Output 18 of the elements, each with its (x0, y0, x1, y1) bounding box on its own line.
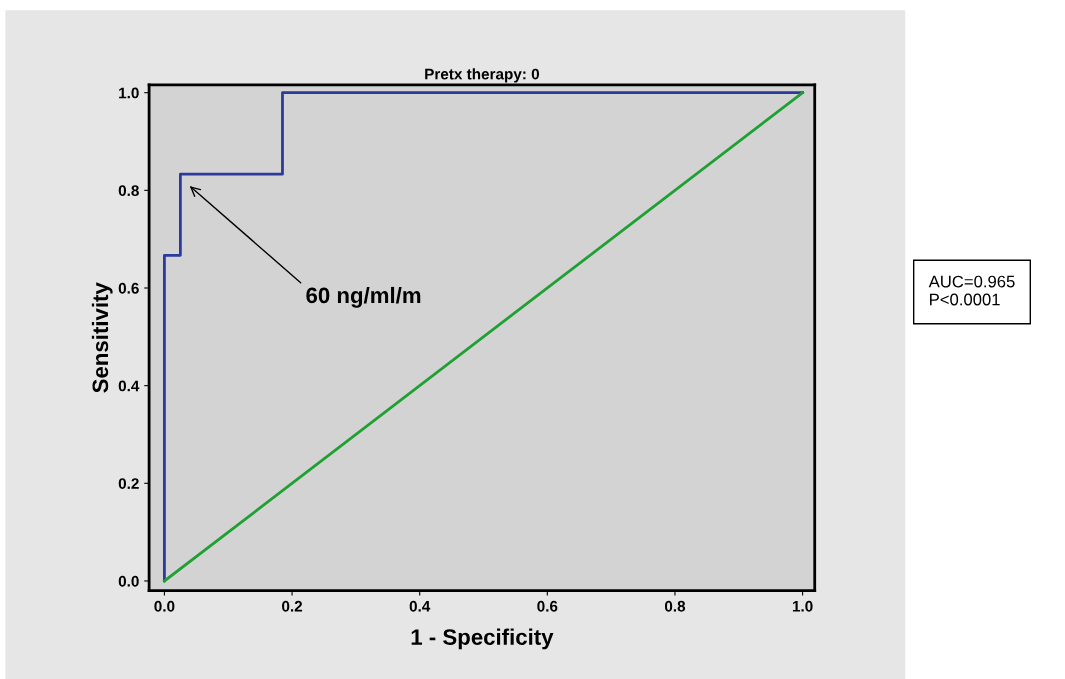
y-axis-title: Sensitivity (91, 282, 113, 393)
y-tick-label: 0.4 (118, 380, 140, 392)
annotation: 60 ng/ml/m (306, 286, 421, 308)
text: AUC=0.965 P<0.0001 (928, 275, 1015, 306)
x-axis-title: 1 - Specificity (411, 628, 554, 650)
y-tick-label: 1.0 (119, 87, 139, 99)
chart-title: Pretx therapy: 0 (425, 68, 540, 83)
line-series (163, 91, 804, 583)
x-tick-label: 0.2 (282, 600, 303, 612)
x-tick-label: 0.0 (154, 600, 175, 612)
y-tick-label: 0.0 (118, 575, 139, 587)
x-tick-label: 0.8 (664, 600, 686, 612)
x-tick-label: 0.6 (537, 600, 558, 612)
y-tick-label: 0.2 (118, 478, 139, 489)
y-tick-label: 0.6 (118, 282, 139, 294)
x-tick-label: 1.0 (792, 600, 813, 612)
y-tick-label: 0.8 (118, 185, 139, 197)
x-tick-label: 0.4 (409, 600, 431, 612)
